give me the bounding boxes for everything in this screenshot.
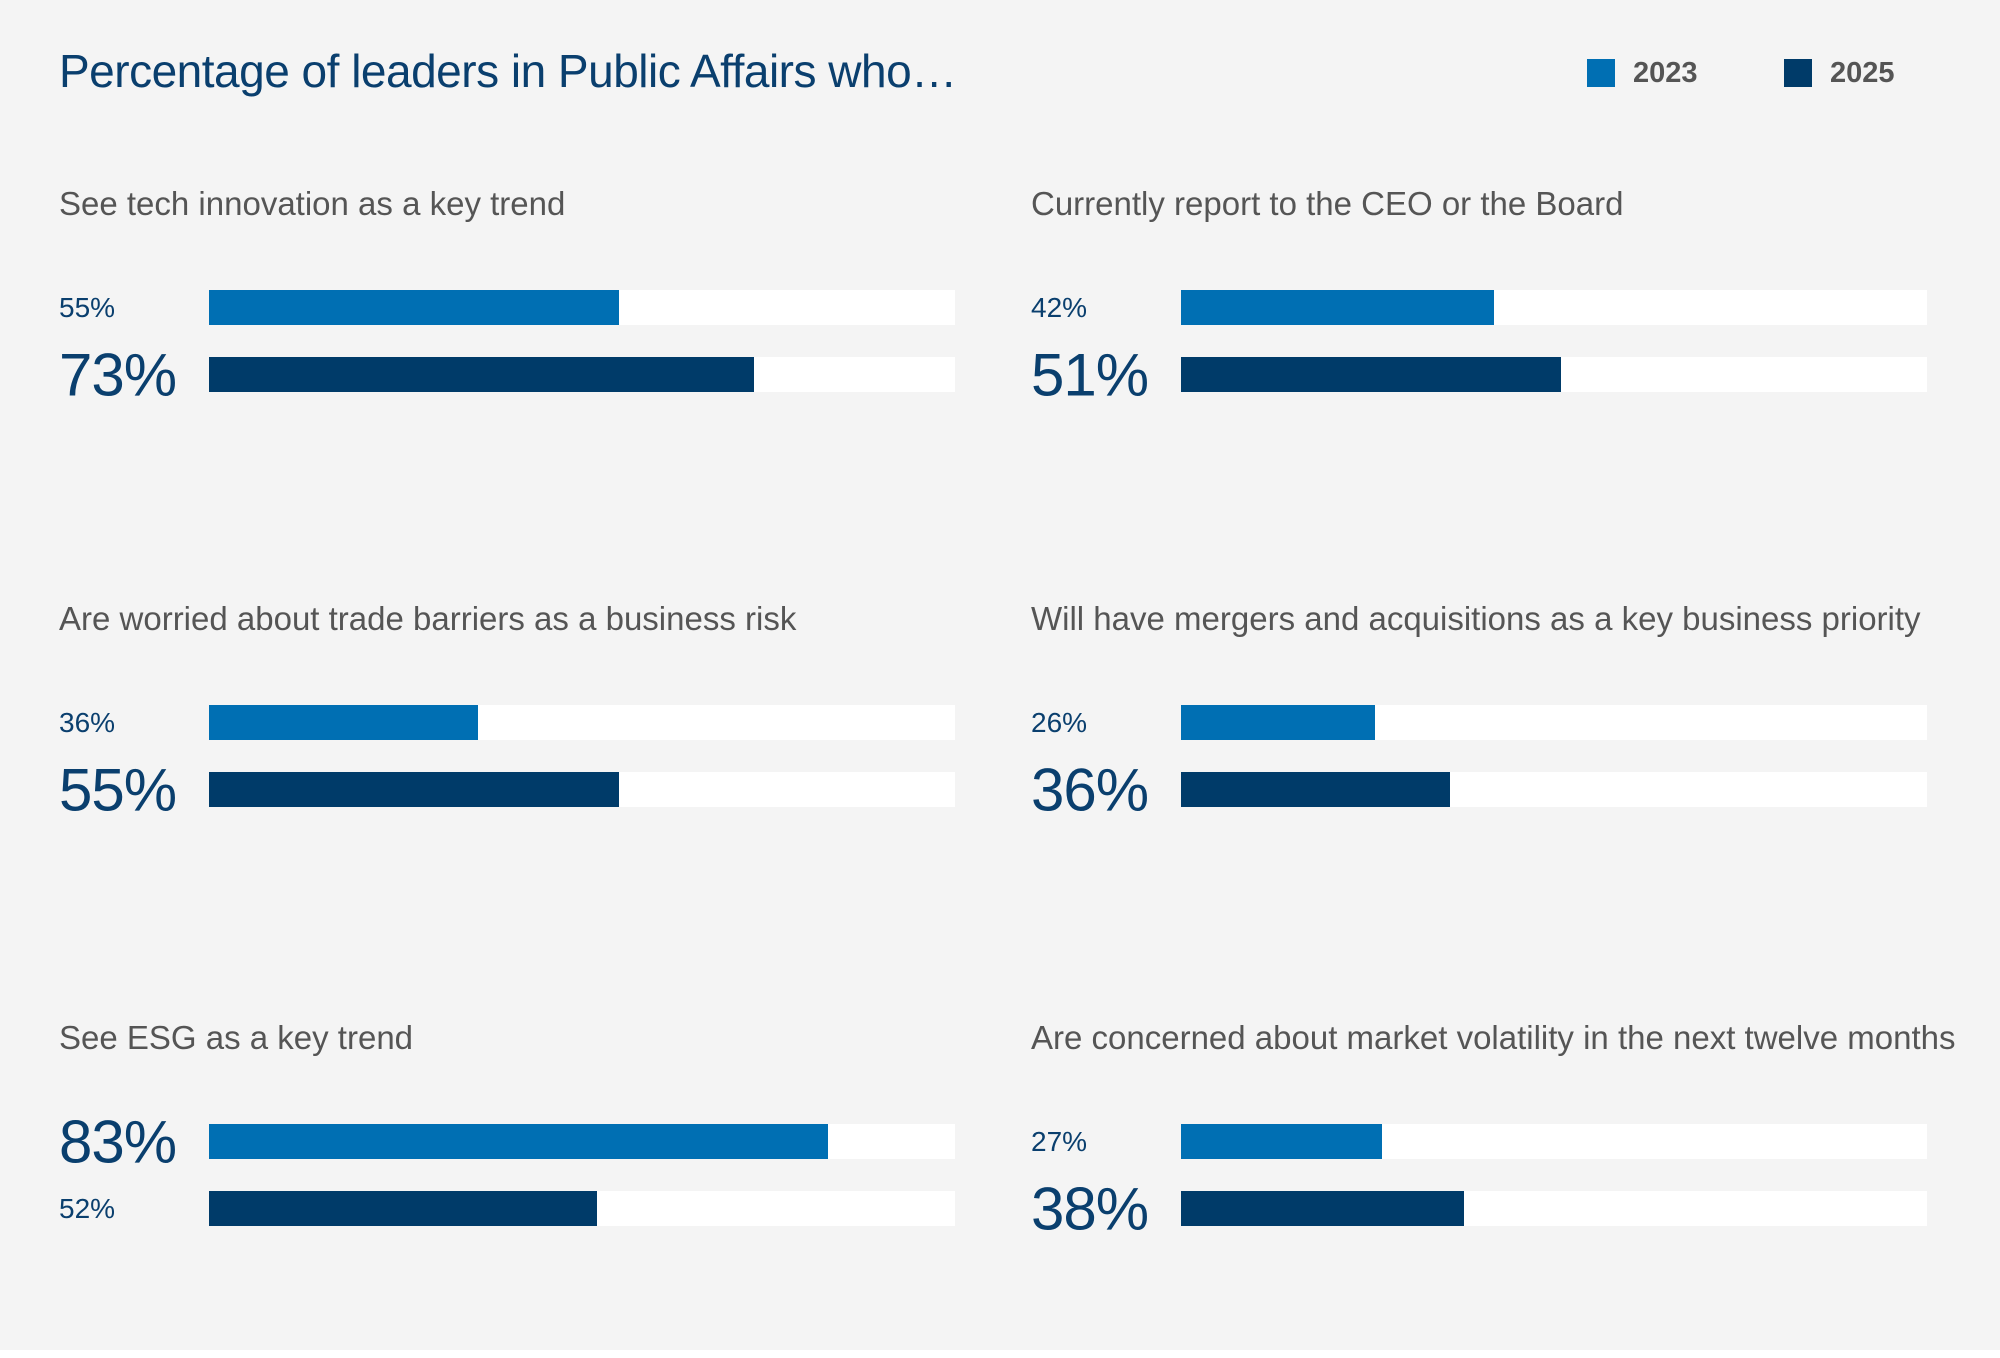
bar-2025 [1181,772,1450,807]
bar-row-2025: 51% [1031,341,1931,408]
bar-track [1181,772,1927,807]
panel-label: Are concerned about market volatility in… [1031,1019,1956,1056]
panel-label: Currently report to the CEO or the Board [1031,185,1624,222]
bar-row-2023: 83% [59,1108,959,1175]
bar-2023 [209,290,620,325]
bar-2023 [1181,705,1375,740]
data-label: 51% [1031,341,1149,408]
chart-panel: See ESG as a key trend 83% 52% [59,974,989,1294]
bar-row-2025: 38% [1031,1175,1931,1242]
data-label: 55% [59,291,116,323]
chart-panel: Will have mergers and acquisitions as a … [1031,555,1961,875]
panel-label: Will have mergers and acquisitions as a … [1031,600,1921,637]
bar-row-2023: 36% [59,705,959,740]
panel-label: See ESG as a key trend [59,1019,414,1056]
data-label: 73% [59,341,177,408]
bar-track [1181,357,1927,392]
bar-2025 [1181,357,1562,392]
chart-title: Percentage of leaders in Public Affairs … [59,45,957,97]
chart-panel: Currently report to the CEO or the Board… [1031,140,1961,460]
bar-2025 [1181,1191,1465,1226]
bar-track [1181,1124,1927,1159]
bar-row-2025: 36% [1031,756,1931,823]
bar-row-2025: 52% [59,1191,959,1226]
data-label: 42% [1031,291,1088,323]
bar-2025 [209,772,620,807]
chart-panel: Are worried about trade barriers as a bu… [59,555,989,875]
panel-label: Are worried about trade barriers as a bu… [59,600,797,637]
data-label: 26% [1031,706,1088,738]
legend-swatch-2023 [1587,59,1615,87]
data-label: 83% [59,1108,177,1175]
bar-track [209,772,955,807]
bar-row-2023: 42% [1031,290,1931,325]
data-label: 36% [59,706,116,738]
legend-label: 2025 [1830,56,1895,89]
bar-2023 [209,1124,829,1159]
legend-swatch-2025 [1784,59,1812,87]
bar-row-2025: 55% [59,756,959,823]
bar-track [1181,1191,1927,1226]
bar-row-2023: 55% [59,290,959,325]
chart-panel: Are concerned about market volatility in… [1031,974,1961,1294]
bar-track [1181,705,1927,740]
panel-label: See tech innovation as a key trend [59,185,566,222]
legend-label: 2023 [1633,56,1698,89]
data-label: 27% [1031,1125,1088,1157]
bar-row-2023: 26% [1031,705,1931,740]
bar-track [209,705,955,740]
chart-panel: See tech innovation as a key trend 55% 73% [59,140,989,460]
legend-item-2023: 2023 [1587,56,1698,89]
bar-2025 [209,357,754,392]
legend-item-2025: 2025 [1784,56,1895,89]
bar-track [209,357,955,392]
bar-2023 [209,705,478,740]
bar-row-2023: 27% [1031,1124,1931,1159]
bar-row-2025: 73% [59,341,959,408]
bar-track [209,1124,955,1159]
bar-2025 [209,1191,597,1226]
bar-track [1181,290,1927,325]
data-label: 38% [1031,1175,1149,1242]
data-label: 52% [59,1192,116,1224]
bar-track [209,1191,955,1226]
bar-2023 [1181,1124,1383,1159]
data-label: 55% [59,756,177,823]
bar-2023 [1181,290,1495,325]
bar-track [209,290,955,325]
data-label: 36% [1031,756,1149,823]
